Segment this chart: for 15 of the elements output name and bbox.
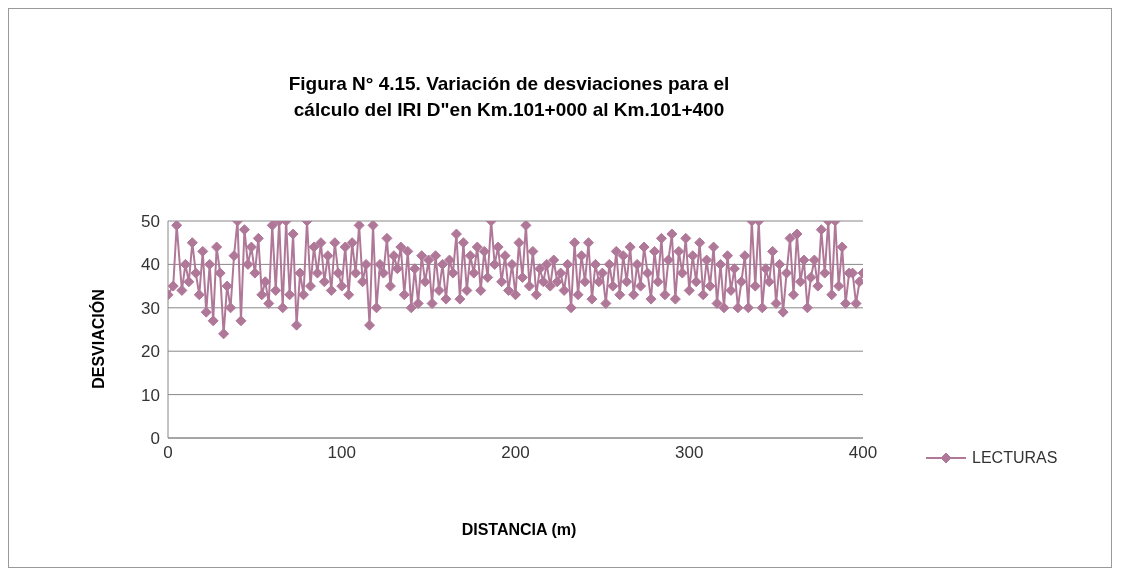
- legend-label: LECTURAS: [972, 449, 1058, 467]
- y-axis-title: DESVIACIÓN: [90, 289, 108, 389]
- y-tick-label: 10: [141, 385, 160, 405]
- x-axis-title: DISTANCIA (m): [460, 521, 578, 539]
- x-tick-label: 300: [675, 443, 704, 463]
- chart-title: Figura N° 4.15. Variación de desviaciones para el cálculo del IRI D"en Km.101+000 al Km.101+400: [287, 72, 731, 122]
- y-tick-label: 20: [141, 342, 160, 362]
- x-tick-label: 0: [163, 443, 173, 463]
- y-tick-label: 30: [141, 298, 160, 318]
- x-tick-label: 100: [327, 443, 356, 463]
- y-tick-label: 40: [141, 255, 160, 275]
- x-tick-label: 400: [848, 443, 878, 463]
- y-tick-label: 0: [150, 429, 160, 449]
- y-tick-label: 50: [141, 212, 160, 232]
- x-tick-label: 200: [501, 443, 530, 463]
